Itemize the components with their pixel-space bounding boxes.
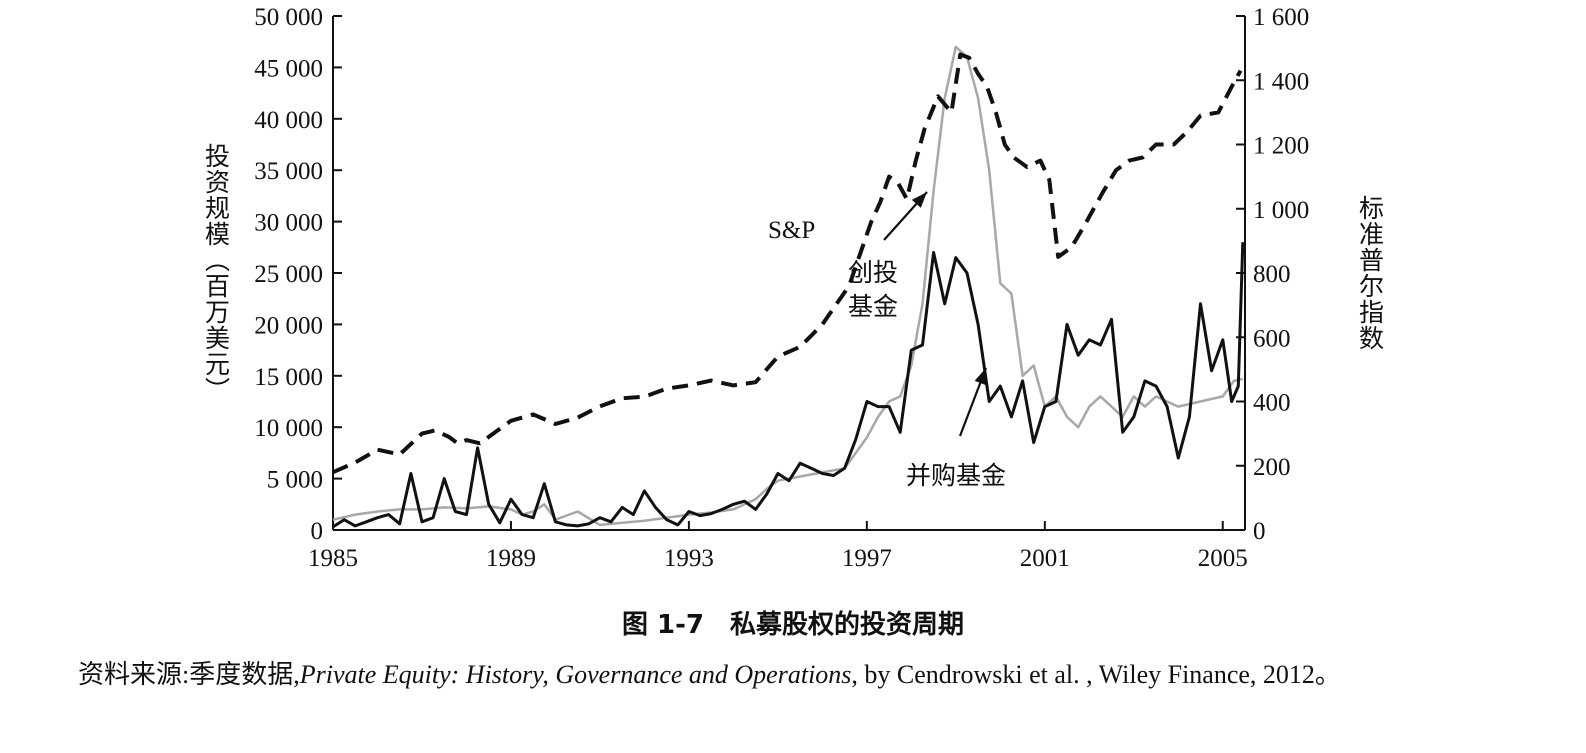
y-tick-label: 10 000 [254,415,323,442]
figure-caption: 图 1-7 私募股权的投资周期 [621,610,965,640]
y-tick-label: 5 000 [267,467,323,494]
y2-tick-label: 1 400 [1253,68,1309,95]
y2-tick-label: 400 [1253,390,1291,417]
y-tick-label: 25 000 [254,261,323,288]
x-tick-label: 1985 [308,545,358,572]
annotation-buyout-arrow-head [974,368,986,386]
annotation-buyout: 并购基金 [906,461,1006,490]
x-tick-label: 1993 [664,545,714,572]
annotation-vc-arrow-head [911,192,927,208]
x-tick-label: 1989 [486,545,536,572]
y2-tick-label: 0 [1253,518,1266,545]
chart-series [332,45,1245,529]
y-tick-label: 35 000 [254,158,323,185]
y-tick-label: 0 [311,518,324,545]
y-tick-label: 45 000 [254,55,323,82]
annotation-sp: S&P [768,217,815,244]
source-title: Private Equity: History, Governance and … [299,660,852,689]
y-tick-label: 15 000 [254,364,323,391]
series-line-sp [332,52,1243,475]
chart-axes: 0 5 000 10 000 15 000 20 000 25 000 30 000 35 0… [202,4,1385,572]
y2-tick-label: 1 000 [1253,197,1309,224]
series-line-vc [332,45,1244,527]
y-axis-title: 投资规模（百万美元） [202,143,231,403]
y-tick-label: 50 000 [254,4,323,31]
annotation-vc-line1: 创投 [848,258,898,287]
x-tick-label: 2005 [1198,545,1248,572]
y2-tick-label: 1 200 [1253,133,1309,160]
annotation-vc-line2: 基金 [848,292,898,321]
x-tick-label: 1997 [842,545,892,572]
x-tick-label: 2001 [1020,545,1070,572]
y-tick-label: 30 000 [254,210,323,237]
y-tick-label: 40 000 [254,107,323,134]
y2-tick-label: 1 600 [1253,4,1309,31]
source-prefix: 资料来源:季度数据, [78,660,300,689]
y-tick-label: 20 000 [254,312,323,339]
y2-axis-title: 标准普尔指数 [1356,195,1385,351]
y2-tick-label: 200 [1253,454,1291,481]
figure-source: 资料来源:季度数据,Private Equity: History, Gover… [60,654,1560,696]
chart: 0 5 000 10 000 15 000 20 000 25 000 30 000 35 0… [202,4,1385,572]
source-suffix: , by Cendrowski et al. , Wiley Finance, … [851,660,1341,689]
series-line-buyout [332,242,1245,529]
y2-tick-label: 600 [1253,325,1291,352]
y2-tick-label: 800 [1253,261,1291,288]
